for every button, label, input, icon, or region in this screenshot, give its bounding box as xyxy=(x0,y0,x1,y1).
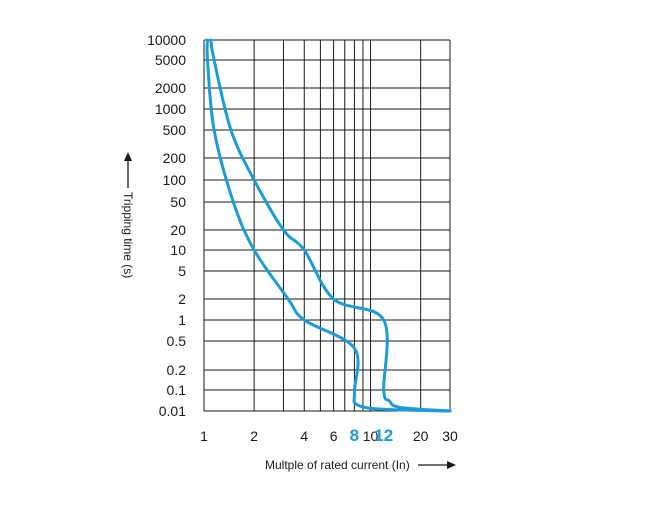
y-axis-arrow-head xyxy=(124,152,132,161)
y-tick-label: 50 xyxy=(170,194,186,210)
x-axis-arrow-head xyxy=(447,461,456,469)
curve-layer xyxy=(205,38,452,413)
y-tick-label: 20 xyxy=(170,222,186,238)
x-axis-title-group: Multple of rated current (In) xyxy=(265,458,456,472)
y-tick-label: 5000 xyxy=(155,52,186,68)
x-axis-title: Multple of rated current (In) xyxy=(265,458,410,472)
x-tick-label: 6 xyxy=(330,428,338,444)
x-tick-label: 20 xyxy=(413,428,429,444)
tripping-curve-2 xyxy=(209,38,452,413)
y-tick-label: 10 xyxy=(170,242,186,258)
x-tick-label: 1 xyxy=(200,428,208,444)
y-axis-title-group: Tripping time (s) xyxy=(121,152,135,278)
y-tick-label: 0.5 xyxy=(167,333,187,349)
x-tick-label: 10 xyxy=(363,428,379,444)
y-tick-label: 10000 xyxy=(147,32,186,48)
x-tick-label-highlight: 12 xyxy=(374,426,393,445)
y-tick-label: 0.01 xyxy=(159,403,186,419)
y-tick-label: 100 xyxy=(163,172,187,188)
x-tick-label: 4 xyxy=(300,428,308,444)
x-tick-label: 2 xyxy=(250,428,258,444)
tripping-curve-1 xyxy=(205,38,452,413)
y-tick-label: 2000 xyxy=(155,80,186,96)
grid-layer xyxy=(203,39,451,412)
x-tick-label: 30 xyxy=(442,428,458,444)
y-tick-label: 5 xyxy=(178,263,186,279)
y-tick-label: 500 xyxy=(163,122,187,138)
x-tick-label-highlight: 8 xyxy=(350,426,359,445)
y-tick-label: 1000 xyxy=(155,101,186,117)
y-axis-title: Tripping time (s) xyxy=(121,192,135,278)
y-tick-label: 200 xyxy=(163,150,187,166)
y-tick-label: 2 xyxy=(178,291,186,307)
y-tick-label: 1 xyxy=(178,312,186,328)
y-tick-label: 0.1 xyxy=(167,382,187,398)
y-tick-labels: 10000 5000 2000 1000 500 200 100 50 20 10 5 2 1 0.5 0.… xyxy=(147,32,186,419)
y-tick-label: 0.2 xyxy=(167,362,187,378)
